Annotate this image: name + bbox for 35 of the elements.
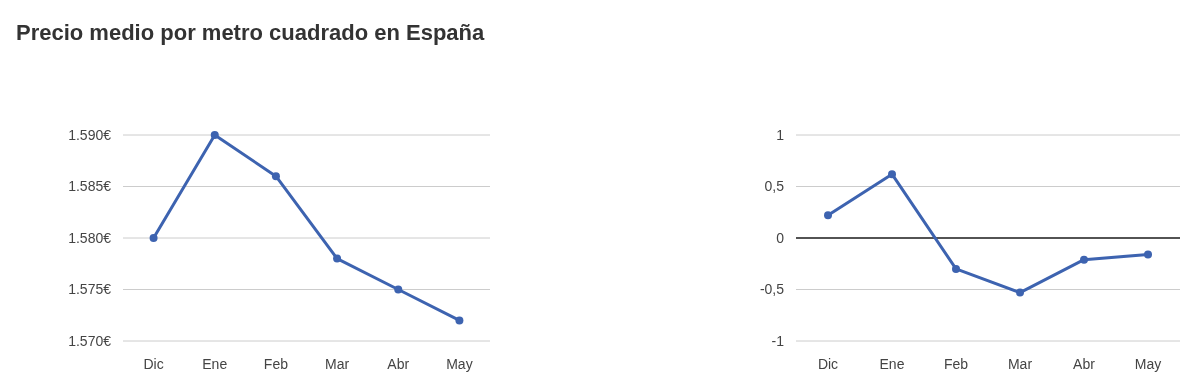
y-tick-label: 1.580€ bbox=[68, 229, 112, 246]
x-tick-label: Ene bbox=[879, 356, 905, 372]
y-tick-label: 0 bbox=[776, 229, 785, 246]
x-tick-label: Feb bbox=[943, 356, 969, 372]
point bbox=[210, 131, 219, 139]
y-tick-label: -1 bbox=[771, 332, 785, 349]
point bbox=[1080, 255, 1088, 264]
point bbox=[149, 234, 158, 242]
y-tick-label: 0,5 bbox=[764, 178, 785, 195]
point bbox=[333, 254, 342, 263]
x-tick-label: Dic bbox=[817, 356, 839, 372]
point bbox=[394, 285, 403, 294]
chart-title: Precio medio por metro cuadrado en España bbox=[16, 20, 485, 45]
point bbox=[888, 170, 896, 179]
y-tick-label: 1.575€ bbox=[68, 281, 112, 298]
x-tick-label: Mar bbox=[1007, 356, 1033, 372]
point bbox=[1016, 288, 1024, 297]
x-tick-label: Dic bbox=[143, 356, 164, 372]
point bbox=[455, 316, 464, 325]
x-tick-label: Ene bbox=[202, 356, 228, 372]
point bbox=[1144, 250, 1152, 259]
y-tick-label: -0,5 bbox=[759, 281, 785, 298]
x-tick-label: Abr bbox=[1073, 356, 1096, 372]
y-tick-label: 1 bbox=[776, 126, 785, 143]
x-tick-label: Abr bbox=[387, 356, 410, 372]
x-tick-label: Mar bbox=[325, 356, 350, 372]
x-tick-label: May bbox=[1134, 356, 1162, 372]
x-tick-label: Feb bbox=[263, 356, 289, 372]
point bbox=[952, 264, 960, 273]
x-tick-label: May bbox=[446, 356, 473, 372]
y-tick-label: 1.590€ bbox=[68, 126, 112, 143]
point bbox=[824, 211, 832, 220]
point bbox=[271, 172, 280, 181]
y-tick-label: 1.570€ bbox=[68, 332, 112, 349]
y-tick-label: 1.585€ bbox=[68, 178, 112, 195]
